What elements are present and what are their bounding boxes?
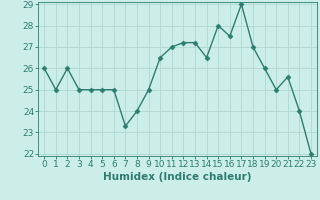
X-axis label: Humidex (Indice chaleur): Humidex (Indice chaleur) <box>103 172 252 182</box>
